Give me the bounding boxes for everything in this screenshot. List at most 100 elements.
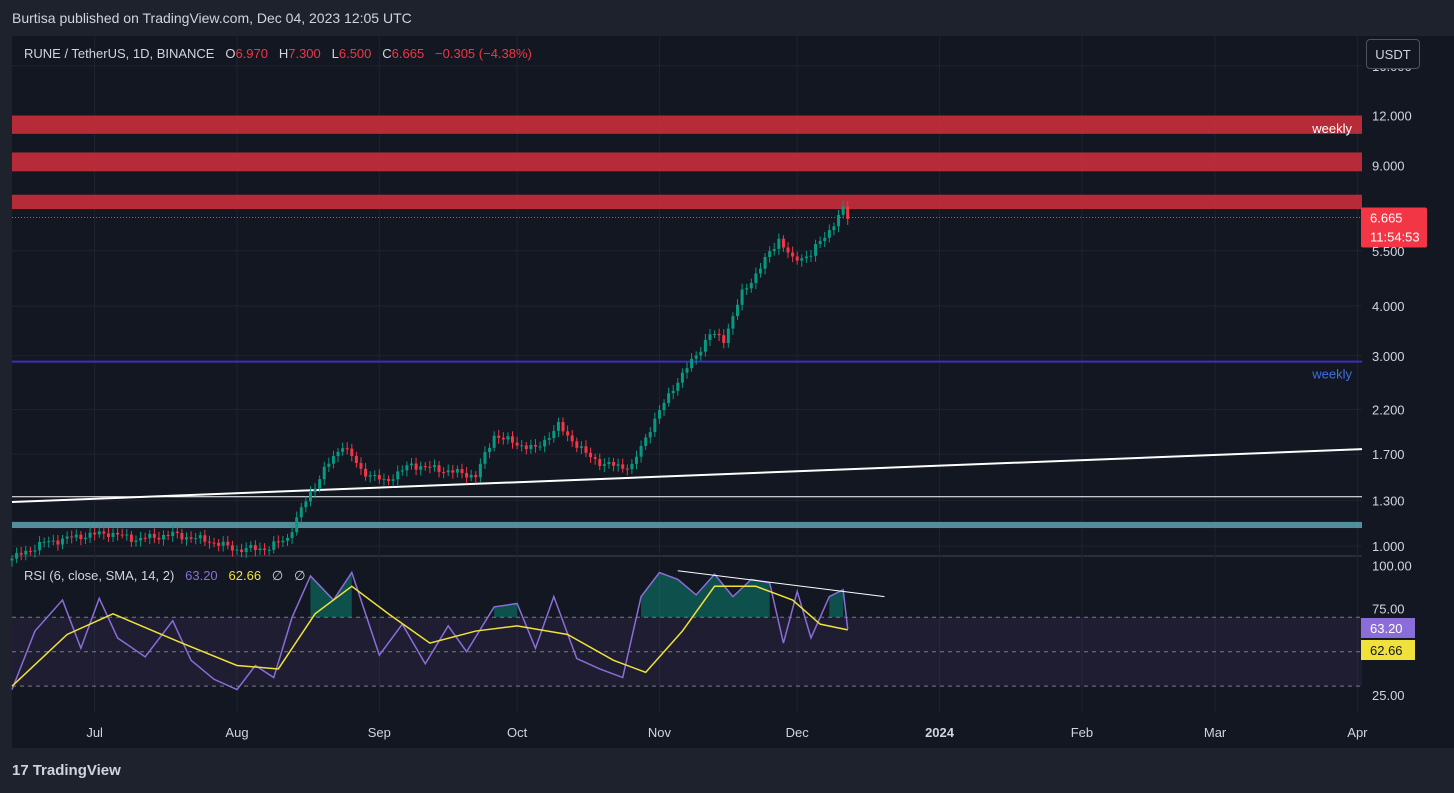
candle-body <box>465 472 469 478</box>
candle-body <box>290 532 294 538</box>
price-tick-label: 1.300 <box>1372 494 1405 509</box>
candle-body <box>263 548 267 550</box>
tradingview-footer: 17 TradingView <box>12 762 121 779</box>
rsi-value-box <box>1361 617 1415 638</box>
candle-body <box>387 479 391 481</box>
candle-body <box>621 464 625 469</box>
last-price-box <box>1361 207 1427 248</box>
candle-body <box>139 537 143 541</box>
candle-body <box>602 464 606 466</box>
change-value: −0.305 (−4.38%) <box>435 46 532 61</box>
candle-body <box>740 289 744 305</box>
candle-body <box>543 439 547 447</box>
candle-body <box>717 333 721 336</box>
candle-body <box>575 441 579 448</box>
candle-body <box>111 532 115 537</box>
price-tick-label: 1.000 <box>1372 539 1405 554</box>
candle-body <box>511 436 515 443</box>
candle-body <box>359 463 363 469</box>
candle-body <box>644 437 648 446</box>
candle-body <box>795 256 799 261</box>
candle-body <box>217 542 221 546</box>
candle-body <box>837 214 841 227</box>
rsi-tick-label: 25.00 <box>1372 688 1405 703</box>
candle-body <box>28 550 32 552</box>
candle-body <box>786 247 790 253</box>
rsi-tick-label: 75.00 <box>1372 602 1405 617</box>
price-tick-label: 4.000 <box>1372 299 1405 314</box>
candle-body <box>547 437 551 440</box>
currency-button[interactable]: USDT <box>1366 39 1420 69</box>
candle-body <box>501 437 505 440</box>
candle-body <box>212 542 216 544</box>
rsi-title[interactable]: RSI (6, close, SMA, 14, 2) <box>24 568 175 583</box>
candle-body <box>152 533 156 538</box>
candle-body <box>437 465 441 473</box>
candle-body <box>809 255 813 257</box>
candle-body <box>657 410 661 419</box>
candle-body <box>419 466 423 470</box>
rsi-empty-value-2: ∅ <box>294 568 306 583</box>
candle-body <box>308 492 312 502</box>
candle-body <box>189 537 193 539</box>
candle-body <box>731 316 735 329</box>
candle-body <box>823 237 827 242</box>
candle-body <box>589 452 593 458</box>
symbol-name[interactable]: RUNE / TetherUS, 1D, BINANCE <box>24 46 215 61</box>
candle-body <box>814 244 818 256</box>
time-tick-label: Nov <box>648 725 672 740</box>
candle-body <box>194 538 198 540</box>
candle-body <box>446 470 450 473</box>
candle-body <box>207 541 211 543</box>
candle-body <box>524 445 528 450</box>
tradingview-logo-icon: 17 <box>12 762 29 779</box>
candle-body <box>552 430 556 438</box>
candle-body <box>634 456 638 464</box>
candle-body <box>70 536 74 538</box>
candle-body <box>373 475 377 477</box>
candle-body <box>497 435 501 438</box>
candle-body <box>267 549 271 551</box>
candle-body <box>676 382 680 391</box>
candle-body <box>120 534 124 536</box>
candle-body <box>61 538 65 545</box>
candle-body <box>203 535 207 542</box>
horizontal-line-label: weekly <box>1311 367 1352 382</box>
candle-body <box>74 534 78 538</box>
candle-body <box>483 452 487 464</box>
candle-body <box>79 534 83 540</box>
rsi-legend: RSI (6, close, SMA, 14, 2) 63.20 62.66 ∅… <box>24 568 305 584</box>
candle-body <box>625 468 629 470</box>
candle-body <box>253 545 257 551</box>
zone-rect <box>12 521 1362 529</box>
pane-separator[interactable] <box>12 555 1362 557</box>
candle-body <box>616 464 620 466</box>
candle-body <box>690 358 694 369</box>
candle-body <box>19 552 23 555</box>
candle-body <box>405 465 409 471</box>
candle-body <box>754 273 758 283</box>
candle-body <box>258 548 262 551</box>
rsi-trend-line <box>677 570 885 598</box>
candle-body <box>469 474 473 478</box>
rsi-value-label: 63.20 <box>1370 621 1403 636</box>
candle-body <box>143 537 147 539</box>
low-value: 6.500 <box>338 46 372 61</box>
candle-body <box>653 418 657 433</box>
rsi-empty-value-1: ∅ <box>271 568 284 583</box>
candle-body <box>350 448 354 457</box>
candle-body <box>15 552 19 559</box>
candle-body <box>639 445 643 457</box>
candle-body <box>579 446 583 448</box>
candle-body <box>598 459 602 466</box>
candle-body <box>680 372 684 383</box>
candle-body <box>354 456 358 464</box>
candle-body <box>327 463 331 467</box>
candle-body <box>331 456 335 464</box>
candle-body <box>148 533 152 539</box>
rsi-ma-value-label: 62.66 <box>1370 643 1403 658</box>
candle-body <box>134 540 138 542</box>
rsi-line <box>11 570 849 691</box>
candle-body <box>506 436 510 440</box>
